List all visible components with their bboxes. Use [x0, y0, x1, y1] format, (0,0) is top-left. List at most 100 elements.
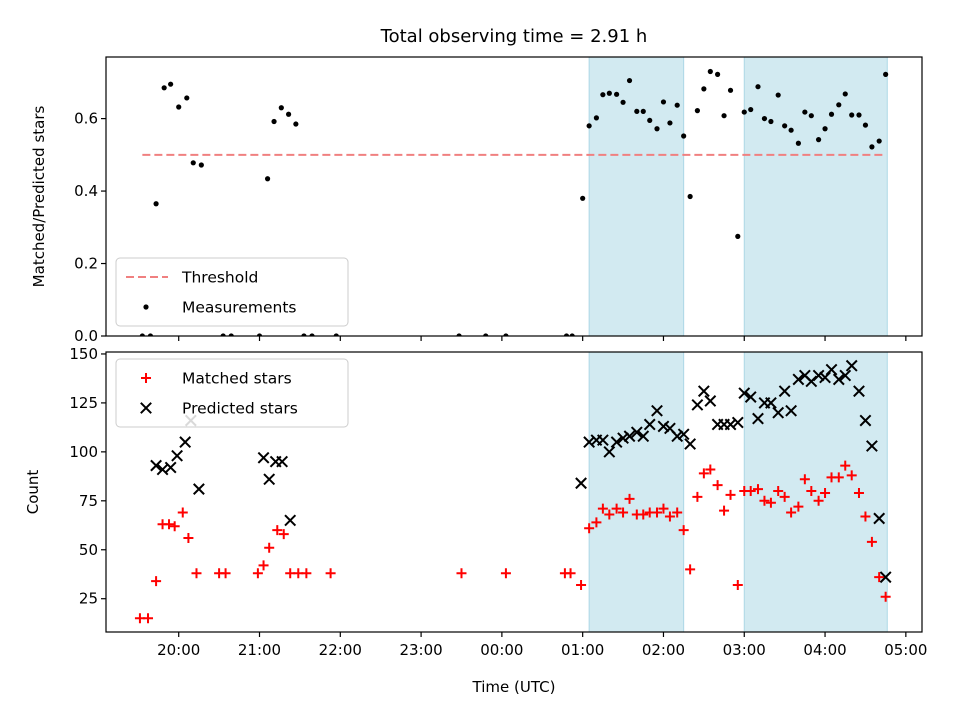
predicted-stars-point: [596, 434, 609, 447]
predicted-stars-point: [257, 451, 270, 464]
measurements-point: [228, 333, 234, 336]
legend-box: [115, 358, 349, 428]
predicted-stars-point: [623, 430, 636, 443]
predicted-stars-point: [610, 436, 623, 448]
matched-stars-point: [806, 486, 817, 497]
matched-stars-point: [860, 511, 871, 522]
measurements-point: [198, 162, 204, 168]
predicted-stars-point: [617, 432, 629, 445]
measurements-point: [883, 71, 889, 77]
measurements-point: [147, 333, 154, 336]
measurements-point: [836, 102, 842, 108]
matched-stars-point: [745, 486, 756, 497]
measurements-point: [775, 92, 781, 98]
measurements-point: [761, 115, 768, 122]
matched-stars-point: [638, 509, 649, 520]
measurements-point: [153, 201, 159, 207]
predicted-stars-point: [724, 418, 737, 431]
matched-stars-point: [220, 568, 231, 579]
predicted-stars-point: [691, 398, 704, 411]
measurements-point: [788, 127, 794, 133]
measurements-point: [828, 111, 835, 117]
x-tick-label: 00:00: [480, 641, 523, 659]
measurements-point: [869, 144, 875, 150]
predicted-stars-point: [765, 397, 777, 409]
measurements-point: [139, 333, 145, 336]
matched-stars-point: [698, 468, 709, 479]
measurements-point: [184, 95, 190, 101]
predicted-stars-point: [812, 369, 825, 382]
predicted-stars-point: [671, 430, 684, 443]
measurements-point: [694, 108, 700, 114]
x-tick-label: 05:00: [884, 641, 927, 659]
matched-stars-point: [846, 470, 857, 481]
measurements-point: [620, 99, 626, 105]
predicted-stars-point: [677, 428, 690, 441]
measurements-point: [876, 138, 882, 144]
matched-stars-point: [325, 568, 336, 579]
y-tick-label: 125: [69, 394, 98, 412]
matched-stars-point: [725, 489, 736, 500]
matched-stars-point: [584, 523, 595, 534]
x-tick-label: 21:00: [238, 641, 281, 659]
measurements-point: [569, 333, 575, 336]
matched-stars-point: [705, 464, 716, 475]
matched-stars-point: [793, 501, 804, 512]
y-tick-label: 150: [69, 345, 98, 363]
measurements-point: [755, 84, 761, 90]
predicted-stars-point: [150, 459, 162, 472]
matched-stars-point: [652, 507, 663, 518]
x-tick-label: 04:00: [803, 641, 846, 659]
measurements-point: [660, 99, 667, 105]
matched-stars-point: [591, 517, 602, 528]
matched-stars-point: [278, 529, 289, 540]
measurements-point: [647, 117, 653, 124]
measurements-point: [168, 81, 174, 87]
measurements-point: [190, 160, 196, 166]
matched-stars-point: [866, 536, 877, 547]
predicted-stars-point: [738, 387, 751, 400]
plot-area: [134, 352, 892, 632]
measurements-point: [782, 123, 788, 129]
legend-label: Predicted stars: [182, 400, 298, 418]
predicted-stars-point: [752, 412, 764, 425]
predicted-stars-point: [583, 436, 596, 448]
predicted-stars-point: [866, 440, 878, 452]
measurements-point: [456, 333, 462, 336]
x-tick-label: 20:00: [157, 641, 200, 659]
matched-stars-point: [565, 568, 576, 579]
measurements-point: [309, 333, 315, 336]
measurements-point: [256, 333, 263, 336]
measurements-point: [278, 105, 284, 111]
matched-stars-point: [779, 491, 790, 502]
y-axis-label: Matched/Predicted stars: [30, 106, 48, 288]
measurements-point: [593, 115, 600, 121]
measurements-point: [654, 126, 660, 132]
matched-stars-point: [658, 503, 669, 514]
predicted-stars-point: [873, 512, 886, 525]
measurements-point: [600, 92, 606, 98]
matched-stars-point: [258, 560, 269, 571]
matched-stars-point: [177, 507, 188, 518]
matched-stars-point: [833, 472, 844, 483]
measurements-point: [808, 113, 814, 119]
predicted-stars-point: [263, 473, 276, 486]
predicted-stars-point: [657, 420, 670, 433]
measurements-point: [748, 106, 754, 113]
observing-interval-shade: [588, 352, 685, 632]
measurements-point: [301, 333, 307, 336]
matched-stars-point: [692, 491, 703, 502]
measurements-point: [701, 86, 707, 92]
predicted-stars-point: [684, 438, 697, 450]
predicted-stars-point: [744, 391, 757, 403]
measurements-point: [849, 112, 855, 118]
measurements-point: [815, 137, 822, 143]
matched-stars-point: [618, 507, 629, 518]
measurements-point: [795, 140, 801, 146]
matched-stars-point: [719, 505, 730, 516]
y-axis-label: Count: [24, 470, 42, 515]
measurements-point: [606, 90, 612, 96]
bottom-panel-counts: 25 50 75 100 125 150 20:00 21:00 22:00 23:00 00:00…: [24, 345, 927, 659]
measurements-point: [626, 77, 633, 84]
